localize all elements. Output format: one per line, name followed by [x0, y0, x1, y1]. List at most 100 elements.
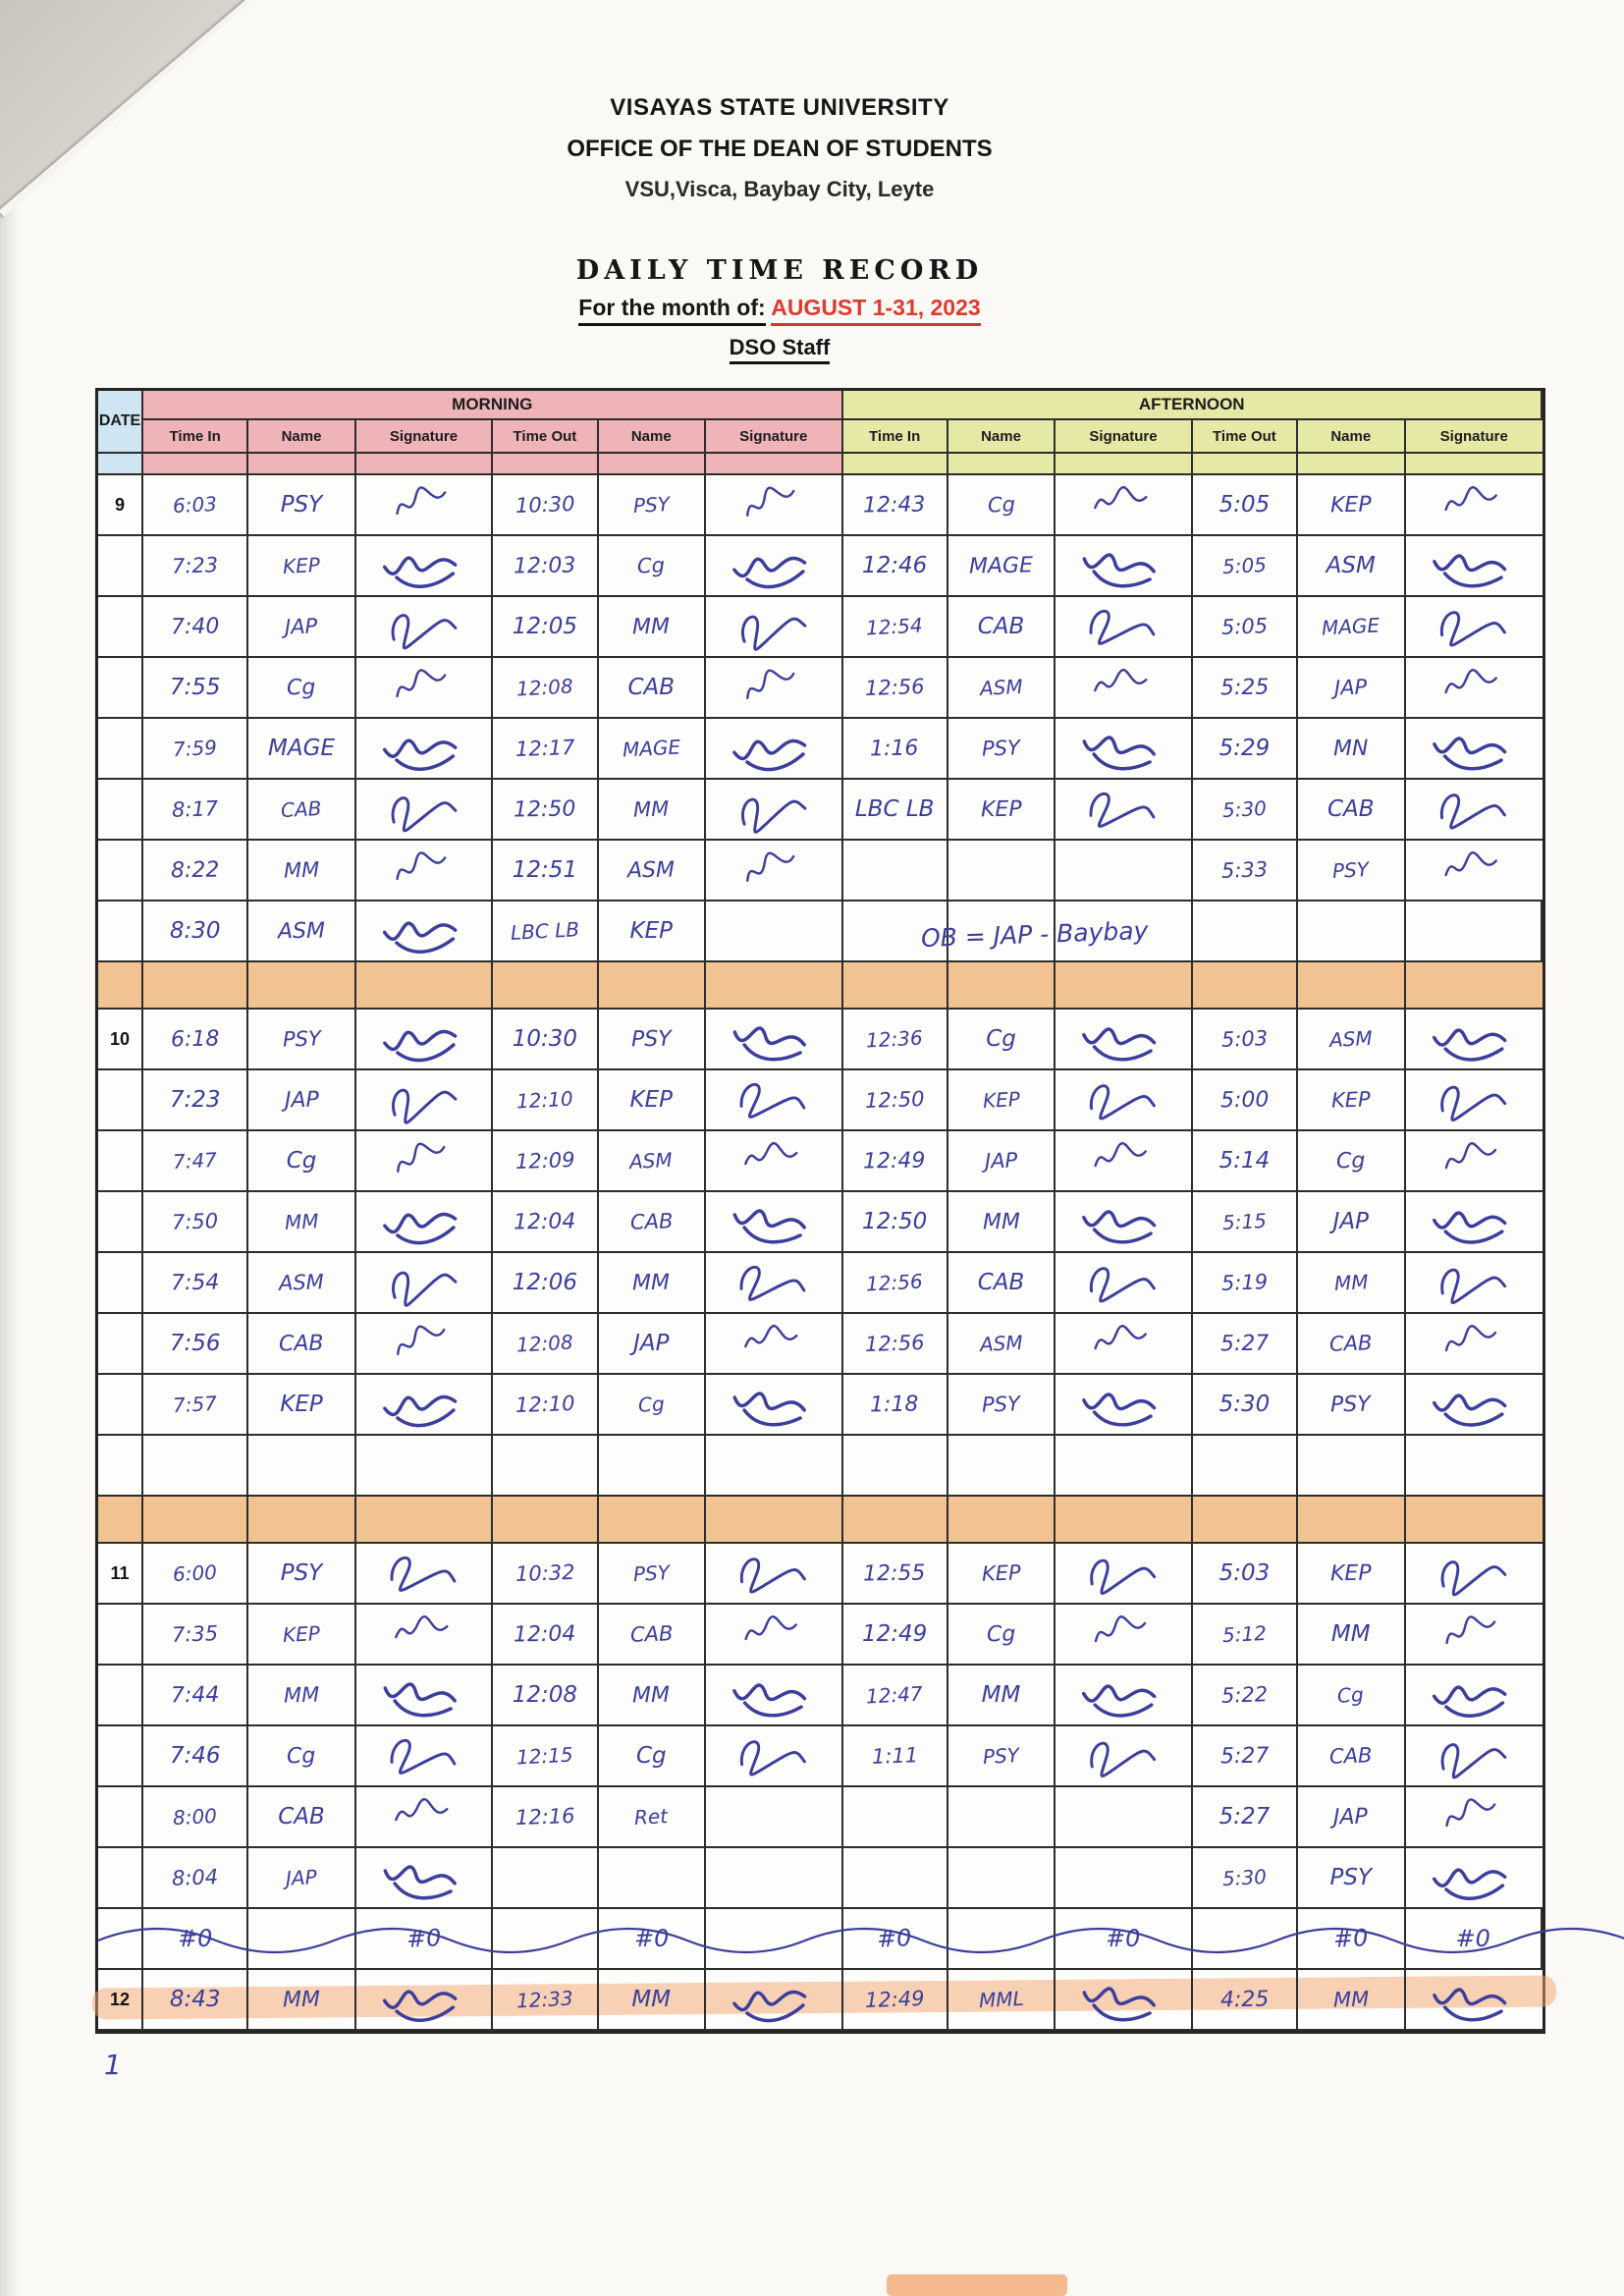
handwritten-entry: 6:00: [172, 1559, 218, 1587]
handwritten-entry: 6:18: [170, 1026, 220, 1052]
morning-signature-cell: [355, 902, 494, 962]
morning-name-cell: MAGE: [598, 719, 706, 780]
handwritten-entry: ASM: [1326, 553, 1376, 578]
morning-signature-cell: [355, 658, 494, 719]
handwritten-entry: PSY: [282, 1026, 321, 1052]
table-row: #0 #0 #0 #0 #0 #0 #0: [97, 1909, 1624, 1970]
stray-ink-mark: 1: [104, 2049, 122, 2081]
table-row: 7:40 JAP 12:05 MM 12:54 CAB 5:05 MAGE: [98, 597, 1543, 658]
signature-scribble: [1090, 1267, 1156, 1303]
afternoon-time-in-cell: 12:50: [842, 1070, 948, 1131]
signature-scribble: [1444, 669, 1498, 694]
handwritten-entry: 12:16: [514, 1803, 575, 1831]
morning-time-out-cell: 12:16: [493, 1787, 599, 1848]
handwritten-entry: 4:25: [1219, 1987, 1270, 2012]
date-cell: 11: [98, 1544, 143, 1605]
signature-scribble: [1433, 1868, 1507, 1900]
date-cell: [98, 1605, 143, 1666]
handwritten-entry: 5:05: [1221, 552, 1268, 579]
afternoon-time-out-cell: 5:30: [1192, 780, 1299, 841]
handwritten-entry: PSY: [981, 1392, 1021, 1417]
handwritten-entry: Cg: [986, 1026, 1016, 1052]
afternoon-signature-cell: [1405, 841, 1543, 902]
afternoon-name-cell: [1298, 1436, 1406, 1497]
tint-cell: [947, 454, 1056, 475]
handwritten-entry: 7:50: [171, 1209, 219, 1234]
afternoon-signature-cell: [1405, 902, 1543, 962]
handwritten-entry: 12:09: [514, 1147, 575, 1175]
afternoon-time-out-cell: 4:25: [1192, 1970, 1299, 2031]
table-row: 8:17 CAB 12:50 MM LBC LB KEP 5:30 CAB: [98, 780, 1543, 841]
afternoon-time-out-cell: 5:00: [1192, 1070, 1299, 1131]
table-row: 7:59 MAGE 12:17 MAGE 1:16 PSY 5:29 MN: [98, 719, 1543, 780]
column-header: Signature: [1056, 420, 1193, 454]
handwritten-entry: LBC LB: [510, 917, 580, 945]
signature-scribble: [1094, 486, 1148, 510]
signature-scribble: [1433, 737, 1507, 771]
handwritten-entry: 8:00: [172, 1803, 218, 1831]
morning-time-in-cell: 8:22: [143, 841, 249, 902]
afternoon-time-in-cell: 12:50: [842, 1192, 948, 1253]
separator-cell: [598, 1497, 706, 1544]
signature-scribble: [395, 851, 446, 881]
handwritten-entry: 5:30: [1221, 1864, 1268, 1891]
section-header-morning: MORNING: [143, 391, 843, 420]
table-row: 7:56 CAB 12:08 JAP 12:56 ASM 5:27 CAB: [98, 1314, 1543, 1375]
afternoon-signature-cell: [1056, 841, 1193, 902]
handwritten-entry: 5:19: [1220, 1270, 1269, 1295]
signature-scribble: [1445, 1798, 1496, 1828]
section-header-afternoon: AFTERNOON: [842, 391, 1543, 420]
date-cell: [98, 1375, 143, 1436]
afternoon-name-cell: Cg: [947, 475, 1056, 536]
handwritten-entry: PSY: [981, 736, 1021, 761]
afternoon-signature-cell: [1405, 1070, 1543, 1131]
afternoon-time-out-cell: 5:14: [1192, 1131, 1299, 1192]
month-line: For the month of: AUGUST 1-31, 2023: [0, 295, 1559, 326]
afternoon-time-out-cell: 5:33: [1192, 841, 1299, 902]
handwritten-entry: 12:49: [863, 1147, 927, 1175]
signature-scribble: [1094, 1325, 1147, 1350]
morning-time-in-cell: 7:40: [143, 597, 249, 658]
handwritten-entry: PSY: [630, 1026, 672, 1052]
signature-scribble: [1440, 1268, 1507, 1304]
handwritten-entry: 12:50: [864, 1086, 925, 1114]
handwritten-entry: PSY: [632, 1560, 671, 1586]
handwritten-entry: 10:30: [514, 491, 575, 519]
morning-signature-cell: [355, 1726, 494, 1787]
date-cell: [98, 658, 143, 719]
signature-scribble: [382, 556, 457, 588]
morning-signature-cell: [706, 1605, 843, 1666]
column-header: Time Out: [1192, 420, 1299, 454]
afternoon-time-in-cell: 12:43: [842, 475, 948, 536]
table-row: 7:50 MM 12:04 CAB 12:50 MM 5:15 JAP: [98, 1192, 1543, 1253]
crossout-wave: [97, 1927, 1624, 1954]
signature-scribble: [745, 669, 795, 700]
handwritten-entry: CAB: [977, 614, 1025, 639]
afternoon-time-in-cell: 12:56: [842, 1314, 948, 1375]
column-header: Signature: [706, 420, 843, 454]
afternoon-signature-cell: [1056, 780, 1193, 841]
date-cell: 10: [98, 1010, 143, 1070]
separator-cell: [98, 1497, 143, 1544]
signature-scribble: [1440, 1085, 1507, 1121]
header-tint-row: [98, 454, 1543, 475]
handwritten-entry: MM: [282, 1987, 321, 2012]
handwritten-entry: MM: [632, 1682, 671, 1708]
morning-time-in-cell: 6:03: [143, 475, 249, 536]
handwritten-entry: KEP: [1329, 492, 1372, 518]
morning-name-cell: ASM: [248, 1253, 356, 1314]
column-header: Time In: [143, 420, 249, 454]
afternoon-time-out-cell: [1192, 902, 1299, 962]
date-cell: [98, 1436, 143, 1497]
afternoon-time-in-cell: [842, 902, 948, 962]
signature-scribble: [396, 1325, 445, 1356]
morning-name-cell: KEP: [248, 536, 356, 597]
afternoon-time-in-cell: 12:56: [842, 1253, 948, 1314]
handwritten-entry: 12:06: [512, 1270, 578, 1295]
separator-cell: [248, 962, 356, 1010]
afternoon-time-in-cell: 12:46: [842, 536, 948, 597]
morning-signature-cell: [355, 536, 494, 597]
morning-time-out-cell: 12:33: [493, 1970, 599, 2031]
morning-signature-cell: [355, 1314, 494, 1375]
handwritten-entry: 12:46: [862, 553, 928, 578]
